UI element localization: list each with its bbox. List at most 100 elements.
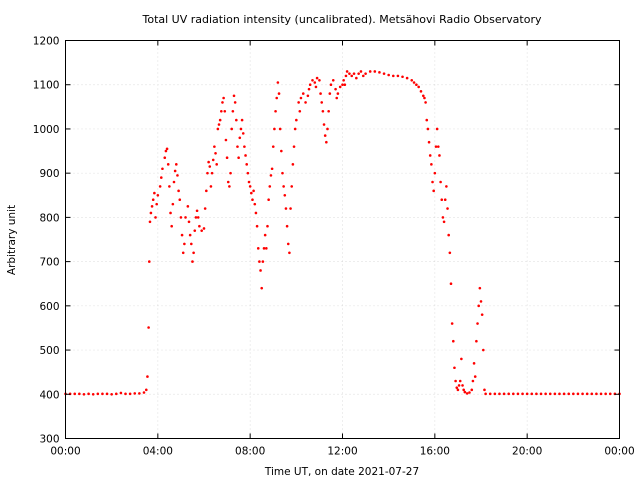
data-point — [412, 81, 416, 84]
data-point — [292, 145, 296, 148]
data-point — [96, 392, 100, 396]
data-point — [326, 127, 329, 131]
data-point — [410, 79, 414, 82]
data-point — [216, 127, 220, 131]
data-point — [391, 74, 395, 78]
data-point — [173, 169, 177, 173]
data-point — [82, 392, 86, 396]
data-point — [253, 202, 257, 206]
data-point — [313, 81, 317, 84]
data-point — [341, 83, 344, 87]
data-point — [322, 123, 326, 126]
data-point — [576, 392, 580, 396]
data-point — [230, 127, 233, 131]
data-point — [456, 388, 460, 392]
data-point — [544, 392, 547, 396]
data-point — [238, 136, 242, 140]
data-point — [319, 92, 322, 95]
data-point — [498, 392, 501, 396]
data-point — [149, 211, 153, 215]
data-point — [176, 174, 179, 177]
data-point — [352, 72, 356, 75]
data-point — [396, 74, 400, 78]
data-point — [156, 193, 160, 197]
data-point — [158, 185, 162, 188]
data-point — [427, 140, 431, 144]
data-point — [368, 70, 372, 73]
data-point — [101, 392, 104, 396]
data-point — [138, 392, 141, 395]
data-point — [493, 392, 497, 396]
data-point — [483, 388, 486, 392]
data-point — [432, 189, 435, 193]
data-point — [475, 339, 478, 343]
data-point — [244, 154, 247, 157]
data-point — [169, 211, 172, 215]
data-point — [439, 180, 442, 184]
data-point — [448, 251, 452, 255]
data-point — [436, 145, 440, 148]
data-point — [184, 216, 187, 219]
data-point — [262, 247, 266, 250]
data-point — [458, 379, 462, 383]
data-point — [232, 94, 236, 98]
x-tick-label: 20:00 — [512, 446, 542, 458]
data-point — [236, 145, 239, 148]
data-point — [180, 233, 184, 237]
data-point — [183, 242, 186, 246]
data-point — [205, 189, 208, 193]
x-axis-label: Time UT, on date 2021-07-27 — [264, 466, 419, 478]
data-point — [155, 202, 158, 206]
data-point — [170, 224, 173, 228]
data-point — [457, 384, 461, 387]
data-point — [348, 72, 351, 75]
plot-frame — [65, 40, 620, 439]
data-point — [604, 392, 607, 396]
data-point — [211, 158, 215, 162]
data-point — [254, 211, 258, 215]
data-point — [478, 286, 482, 290]
data-point — [263, 233, 267, 237]
data-point — [186, 205, 190, 208]
data-point — [502, 392, 506, 396]
data-point — [378, 71, 381, 74]
data-point — [278, 127, 282, 131]
data-point — [350, 74, 354, 78]
data-point — [214, 151, 217, 155]
data-point — [507, 392, 511, 396]
data-point — [567, 392, 571, 396]
data-point — [558, 392, 561, 396]
data-point — [277, 92, 281, 95]
data-point — [270, 167, 274, 171]
x-tick-label: 16:00 — [420, 446, 450, 458]
data-point — [266, 224, 269, 228]
data-point — [222, 96, 225, 100]
data-point — [147, 260, 151, 263]
data-point — [311, 79, 314, 82]
data-point — [471, 379, 475, 383]
data-point — [153, 191, 156, 195]
data-point — [289, 207, 292, 210]
data-point — [480, 313, 484, 316]
data-point — [281, 171, 284, 175]
data-point — [516, 392, 520, 396]
data-point — [215, 163, 218, 166]
data-point — [260, 286, 264, 290]
data-point — [91, 392, 95, 396]
data-point — [187, 220, 191, 224]
data-point — [419, 90, 423, 93]
data-point — [373, 70, 377, 73]
data-point — [193, 229, 197, 232]
data-point — [548, 392, 552, 396]
data-point — [195, 209, 199, 213]
x-tick-label: 12:00 — [327, 446, 357, 458]
data-point — [147, 326, 150, 329]
data-point — [280, 149, 283, 153]
data-point — [218, 118, 222, 122]
data-point — [345, 70, 349, 73]
data-point — [213, 145, 216, 148]
data-point — [595, 392, 598, 396]
data-point — [306, 94, 310, 98]
data-point — [231, 109, 235, 113]
data-point — [224, 138, 228, 142]
